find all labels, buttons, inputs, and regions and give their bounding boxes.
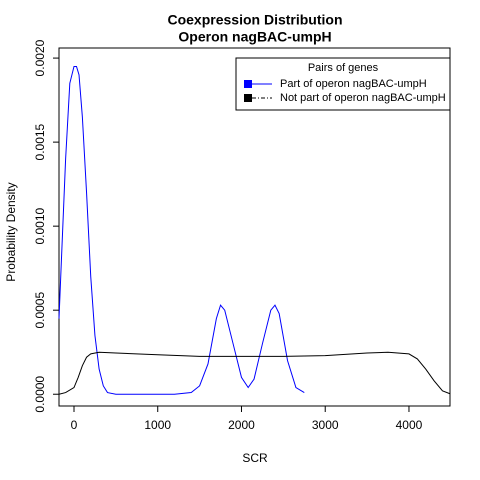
chart-title: Coexpression Distribution: [167, 12, 342, 28]
plot-frame: [58, 47, 451, 407]
x-tick-label: 3000: [312, 418, 339, 432]
density-line: [58, 65, 305, 395]
density-line: [58, 351, 451, 395]
legend-title: Pairs of genes: [308, 62, 379, 74]
legend-label: Part of operon nagBAC-umpH: [280, 78, 427, 90]
y-tick-label: 0.0020: [33, 39, 47, 76]
legend-label: Not part of operon nagBAC-umpH: [280, 92, 446, 104]
x-tick-label: 2000: [228, 418, 255, 432]
y-tick-label: 0.0005: [33, 292, 47, 329]
x-tick-label: 4000: [396, 418, 423, 432]
y-tick-label: 0.0015: [33, 123, 47, 160]
y-tick-label: 0.0010: [33, 207, 47, 244]
x-axis-label: SCR: [242, 451, 268, 465]
legend-swatch: [244, 94, 252, 102]
x-tick-label: 0: [71, 418, 78, 432]
y-axis-label: Probability Density: [4, 182, 18, 281]
y-tick-label: 0.0000: [33, 376, 47, 413]
x-tick-label: 1000: [144, 418, 171, 432]
chart-title: Operon nagBAC-umpH: [178, 29, 331, 45]
legend-swatch: [244, 80, 252, 88]
